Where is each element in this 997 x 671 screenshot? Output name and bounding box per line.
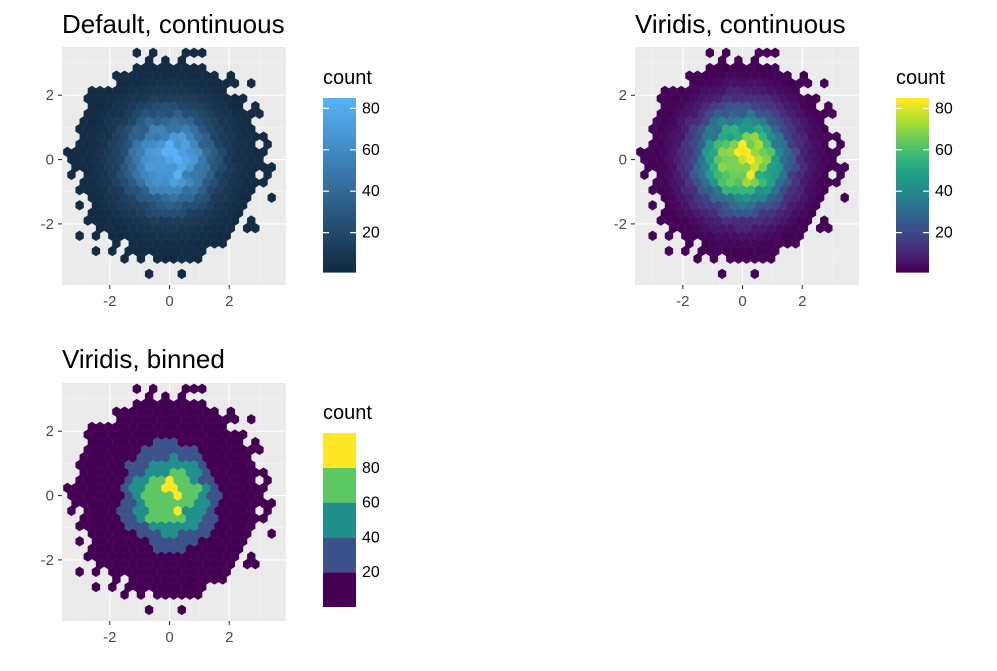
legend-label: 40 [362, 529, 380, 546]
y-tick-label: 2 [46, 87, 54, 104]
plot-panel: -2 0 2 -2 0 2 [41, 47, 286, 310]
plot-title: Default, continuous [62, 9, 285, 39]
legend-label: 40 [935, 183, 953, 200]
y-tick-label: 2 [46, 423, 54, 440]
plot-title: Viridis, binned [62, 344, 225, 374]
legend: count 20 40 60 80 [896, 67, 953, 273]
legend-label: 60 [362, 495, 380, 512]
y-tick-label: 2 [619, 87, 627, 104]
legend-bin [323, 468, 356, 503]
y-tick-label: 0 [46, 488, 54, 505]
legend-title: count [896, 67, 945, 89]
plot-panel: -2 0 2 -2 0 2 [41, 383, 286, 646]
legend-label: 20 [935, 225, 953, 242]
legend-label: 60 [935, 142, 953, 159]
plot-default-continuous: Default, continuous -2 0 2 -2 0 2 count 20 40 6… [41, 9, 380, 310]
y-tick-label: -2 [614, 216, 627, 233]
legend-label: 80 [362, 100, 380, 117]
legend: count 20 40 60 80 [323, 402, 380, 607]
plot-title: Viridis, continuous [635, 9, 846, 39]
x-tick-label: 2 [798, 293, 806, 310]
legend-bin [323, 433, 356, 468]
legend-label: 20 [362, 225, 380, 242]
plot-panel: -2 0 2 -2 0 2 [614, 47, 859, 310]
legend-bin [323, 537, 356, 572]
y-tick-label: -2 [41, 216, 54, 233]
y-tick-label: -2 [41, 552, 54, 569]
legend: count 20 40 60 80 [323, 67, 380, 273]
x-tick-label: -2 [103, 629, 116, 646]
legend-bin [323, 503, 356, 538]
plot-viridis-binned: Viridis, binned -2 0 2 -2 0 2 count 20 40 60 80 [41, 344, 380, 646]
legend-label: 60 [362, 142, 380, 159]
legend-bin [323, 572, 356, 607]
x-tick-label: 2 [225, 293, 233, 310]
legend-colorbar-segment [896, 98, 929, 102]
x-tick-label: 2 [225, 629, 233, 646]
legend-label: 80 [362, 460, 380, 477]
x-tick-label: -2 [676, 293, 689, 310]
legend-label: 80 [935, 100, 953, 117]
x-tick-label: 0 [165, 293, 173, 310]
plot-viridis-continuous: Viridis, continuous -2 0 2 -2 0 2 count 20 40 6… [614, 9, 953, 310]
legend-colorbar-segment [323, 98, 356, 102]
x-tick-label: -2 [103, 293, 116, 310]
legend-title: count [323, 402, 372, 424]
x-tick-label: 0 [738, 293, 746, 310]
legend-label: 40 [362, 183, 380, 200]
y-tick-label: 0 [46, 152, 54, 169]
y-tick-label: 0 [619, 152, 627, 169]
legend-title: count [323, 67, 372, 89]
x-tick-label: 0 [165, 629, 173, 646]
legend-label: 20 [362, 564, 380, 581]
